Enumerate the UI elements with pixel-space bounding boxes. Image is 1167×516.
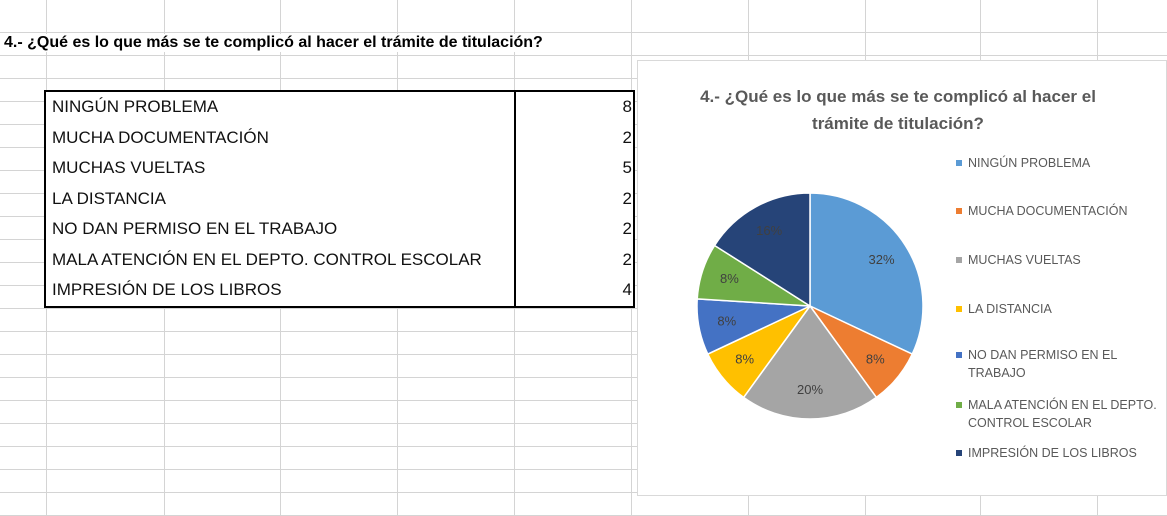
- row-value: 8: [514, 91, 634, 123]
- legend-label: NINGÚN PROBLEMA: [968, 156, 1091, 170]
- data-label: 32%: [869, 252, 895, 267]
- row-label: LA DISTANCIA: [52, 188, 166, 208]
- table-row: IMPRESIÓN DE LOS LIBROS 4: [45, 275, 634, 307]
- row-label: MUCHAS VUELTAS: [52, 158, 206, 178]
- row-label: MALA ATENCIÓN EN EL DEPTO. CONTROL ESCOL…: [52, 249, 482, 269]
- legend-swatch: [956, 160, 962, 166]
- legend-entry: MUCHAS VUELTAS: [956, 251, 1167, 269]
- row-label: MUCHA DOCUMENTACIÓN: [52, 127, 269, 147]
- table-row: MALA ATENCIÓN EN EL DEPTO. CONTROL ESCOL…: [45, 244, 634, 275]
- table-row: LA DISTANCIA 2: [45, 183, 634, 214]
- row-value: 2: [514, 183, 634, 214]
- row-value: 4: [514, 275, 634, 307]
- row-label: NO DAN PERMISO EN EL TRABAJO: [52, 219, 338, 239]
- legend-entry: LA DISTANCIA: [956, 300, 1167, 318]
- legend-swatch: [956, 208, 962, 214]
- pie-slice: [742, 304, 878, 420]
- legend-label: MALA ATENCIÓN EN EL DEPTO. CONTROL ESCOL…: [968, 398, 1157, 430]
- row-label: IMPRESIÓN DE LOS LIBROS: [52, 280, 282, 300]
- heading: 4.- ¿Qué es lo que más se te complicó al…: [4, 34, 547, 52]
- legend-swatch: [956, 450, 962, 456]
- data-label: 8%: [720, 271, 739, 286]
- chart[interactable]: 32% 8% 20% 8% 8% 8% 16% 4.- ¿Qué es lo que más…: [637, 60, 1167, 496]
- table-row: MUCHAS VUELTAS 5: [45, 153, 634, 184]
- data-label: 8%: [717, 313, 736, 328]
- row-value: 2: [514, 214, 634, 245]
- legend-label: MUCHAS VUELTAS: [968, 253, 1081, 267]
- table-row: NO DAN PERMISO EN EL TRABAJO 2: [45, 214, 634, 245]
- data-label: 8%: [866, 351, 885, 366]
- chart-title: 4.- ¿Qué es lo que más se te complicó al…: [700, 87, 1096, 133]
- legend-swatch: [956, 306, 962, 312]
- data-label: 8%: [735, 351, 754, 366]
- legend-swatch: [956, 352, 962, 358]
- legend-swatch: [956, 257, 962, 263]
- legend-label: LA DISTANCIA: [968, 302, 1052, 316]
- pie-chart: 32% 8% 20% 8% 8% 8% 16%: [696, 192, 924, 420]
- legend-entry: IMPRESIÓN DE LOS LIBROS: [956, 444, 1167, 462]
- row-value: 2: [514, 244, 634, 275]
- table-row: MUCHA DOCUMENTACIÓN 2: [45, 122, 634, 153]
- legend-label: IMPRESIÓN DE LOS LIBROS: [968, 446, 1137, 460]
- legend-entry: NINGÚN PROBLEMA: [956, 154, 1167, 172]
- data-label: 16%: [756, 223, 782, 238]
- legend-label: NO DAN PERMISO EN EL TRABAJO: [968, 348, 1117, 380]
- row-value: 2: [514, 122, 634, 153]
- data-table: NINGÚN PROBLEMA 8 MUCHA DOCUMENTACIÓN 2 MUCH…: [44, 90, 635, 308]
- pie-slice: [713, 192, 811, 308]
- row-label: NINGÚN PROBLEMA: [52, 97, 219, 117]
- row-value: 5: [514, 153, 634, 184]
- legend-label: MUCHA DOCUMENTACIÓN: [968, 204, 1128, 218]
- data-label: 20%: [797, 382, 823, 397]
- legend-entry: NO DAN PERMISO EN EL TRABAJO: [956, 346, 1167, 382]
- legend-swatch: [956, 402, 962, 408]
- pie-slice: [809, 192, 924, 356]
- legend-entry: MUCHA DOCUMENTACIÓN: [956, 202, 1167, 220]
- legend-entry: MALA ATENCIÓN EN EL DEPTO. CONTROL ESCOL…: [956, 396, 1167, 432]
- table-row: NINGÚN PROBLEMA 8: [45, 91, 634, 123]
